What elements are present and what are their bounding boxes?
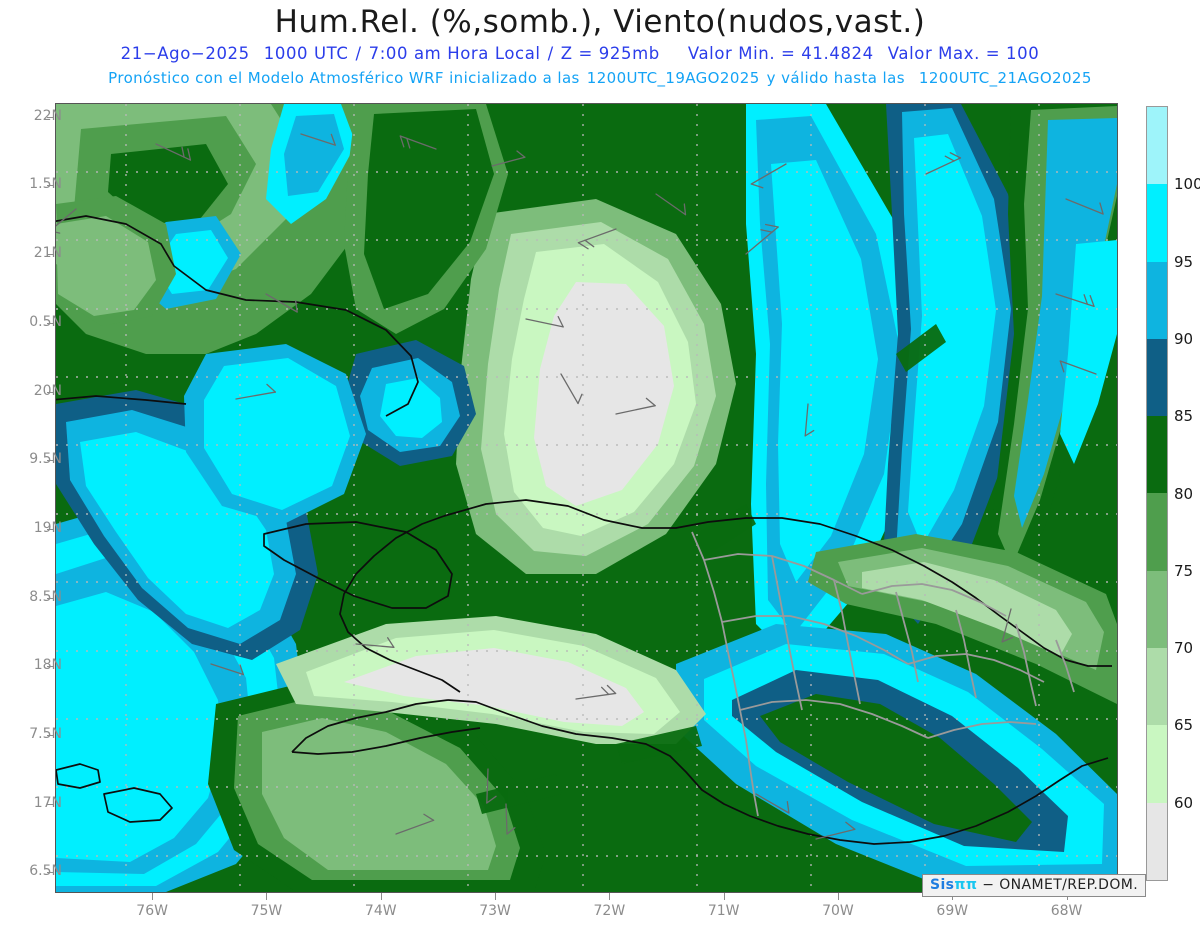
lon-tick-mark-6 (837, 893, 839, 900)
lon-tick-label-8: 68W (1050, 903, 1083, 919)
colorbar-tick-85: 85 (1174, 407, 1194, 426)
lat-tick-label-6: 19N (33, 519, 62, 536)
value-max: Valor Max. = 100 (887, 44, 1040, 63)
colorbar-tick-65: 65 (1174, 716, 1194, 735)
lat-tick-label-1: 1.5N (29, 176, 62, 193)
lat-tick-label-11: 6.5N (29, 863, 62, 880)
pressure-level: Z = 925mb (560, 44, 660, 63)
colorbar-band-2 (1147, 261, 1167, 339)
lon-tick-label-3: 73W (479, 903, 511, 919)
lon-tick-label-1: 75W (250, 903, 283, 919)
lat-tick-mark-0 (47, 116, 54, 118)
forecast-model-prefix: Pronóstico con el Modelo Atmosférico WRF… (108, 69, 580, 87)
lat-tick-mark-3 (47, 322, 54, 324)
relative-humidity-shading (56, 104, 1117, 892)
coastline-outlines (56, 215, 1112, 845)
sistt-logo-sis: Sis (930, 877, 955, 893)
attribution-badge: Sisππ − ONAMET/REP.DOM. (922, 874, 1147, 897)
colorbar-band-5 (1147, 493, 1167, 571)
utc-time: 1000 UTC (263, 44, 349, 63)
lat-tick-mark-5 (47, 460, 54, 462)
lat-tick-mark-10 (47, 803, 54, 805)
colorbar-band-9 (1147, 802, 1167, 880)
province-borders (691, 531, 1075, 817)
lon-tick-label-4: 72W (593, 903, 626, 919)
lon-tick-mark-0 (152, 893, 154, 900)
lon-tick-label-7: 69W (936, 903, 969, 919)
colorbar-tick-100: 100 (1174, 175, 1200, 194)
forecast-date: 21−Ago−2025 (120, 44, 250, 63)
lat-tick-label-10: 17N (33, 794, 62, 811)
lon-tick-mark-3 (495, 893, 497, 900)
lon-tick-label-2: 74W (364, 903, 397, 919)
lon-tick-mark-2 (380, 893, 382, 900)
sistt-logo-pi: ππ (954, 877, 978, 893)
lat-tick-label-3: 0.5N (29, 313, 62, 330)
lat-tick-mark-1 (47, 185, 54, 187)
lat-tick-mark-11 (47, 872, 54, 874)
colorbar-band-1 (1147, 184, 1167, 262)
lat-tick-label-5: 9.5N (29, 451, 62, 468)
value-min: Valor Min. = 41.4824 (687, 44, 874, 63)
model-valid-time: 1200UTC_21AGO2025 (918, 69, 1092, 87)
lon-tick-mark-4 (609, 893, 611, 900)
colorbar-band-0 (1147, 107, 1167, 185)
colorbar-band-8 (1147, 725, 1167, 803)
header-forecast-line: Pronóstico con el Modelo Atmosférico WRF… (0, 69, 1200, 87)
map-gridlines (56, 104, 1117, 892)
lat-tick-mark-2 (47, 254, 54, 256)
colorbar-band-7 (1147, 648, 1167, 726)
colorbar-tick-95: 95 (1174, 252, 1194, 271)
lon-tick-mark-5 (723, 893, 725, 900)
colorbar-tick-90: 90 (1174, 329, 1194, 348)
lon-tick-mark-1 (266, 893, 268, 900)
page-title: Hum.Rel. (%,somb.), Viento(nudos,vast.) (274, 4, 926, 40)
lat-tick-mark-4 (47, 391, 54, 393)
colorbar-tick-75: 75 (1174, 561, 1194, 580)
valid-connector: y válido hasta las (766, 69, 905, 87)
header-subline-parameters: 21−Ago−2025 1000 UTC / 7:00 am Hora Local / Z… (0, 44, 1160, 63)
colorbar-band-6 (1147, 570, 1167, 649)
colorbar-tick-80: 80 (1174, 484, 1194, 503)
lat-tick-label-8: 18N (33, 657, 62, 674)
lat-tick-label-7: 8.5N (29, 588, 62, 605)
colorbar-band-3 (1147, 338, 1167, 417)
lat-tick-mark-6 (47, 528, 54, 530)
separator-slash-1: / (355, 44, 362, 63)
lat-tick-mark-9 (47, 735, 54, 736)
lat-tick-mark-7 (47, 597, 54, 599)
lon-tick-label-6: 70W (822, 903, 854, 919)
lat-tick-mark-8 (47, 666, 54, 668)
lon-tick-label-5: 71W (707, 903, 740, 919)
local-time: 7:00 am Hora Local (368, 44, 541, 63)
attribution-org: ONAMET/REP.DOM. (999, 877, 1139, 893)
colorbar[interactable] (1146, 106, 1168, 881)
lon-tick-label-0: 76W (136, 903, 168, 919)
colorbar-band-4 (1147, 416, 1167, 494)
wind-barbs (56, 133, 1104, 840)
separator-slash-2: / (547, 44, 554, 63)
attribution-dash: − (982, 877, 995, 893)
lat-tick-label-9: 7.5N (29, 726, 62, 742)
lat-tick-label-0: 22N (33, 107, 62, 124)
colorbar-tick-70: 70 (1174, 639, 1194, 658)
model-init-time: 1200UTC_19AGO2025 (586, 69, 760, 87)
lat-tick-label-2: 21N (33, 245, 62, 262)
colorbar-tick-60: 60 (1174, 793, 1194, 812)
lat-tick-label-4: 20N (33, 382, 62, 399)
map-plot-area[interactable] (55, 103, 1118, 893)
